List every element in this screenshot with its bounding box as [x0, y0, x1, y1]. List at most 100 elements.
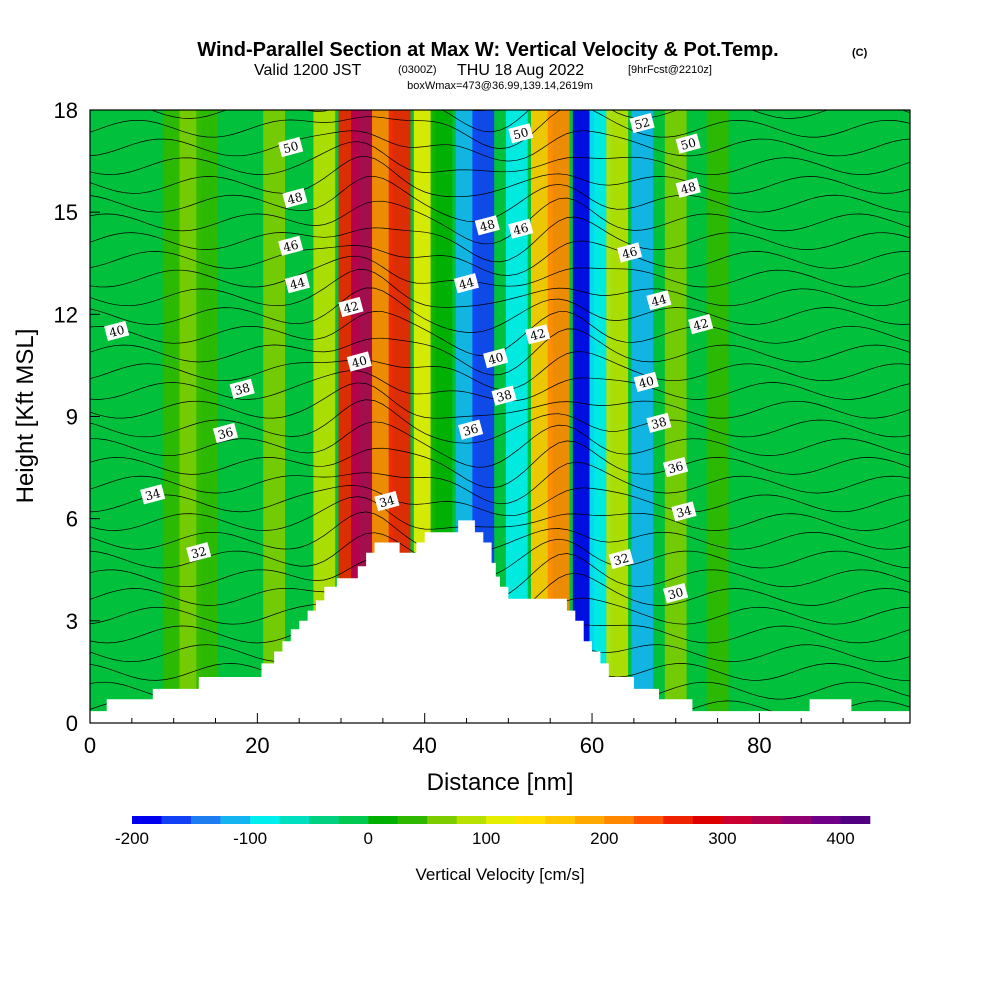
- theta-contour-line: [90, 216, 910, 263]
- theta-label-text: 38: [233, 381, 251, 398]
- colorbar-swatch: [368, 816, 398, 824]
- theta-label: 50: [278, 136, 304, 158]
- velocity-band: [313, 110, 336, 723]
- colorbar-swatch: [633, 816, 664, 824]
- y-tick-label: 12: [54, 302, 78, 327]
- colorbar-swatch: [309, 816, 339, 824]
- colorbar-ticks: -200 -100 0 100 200 300 400: [115, 829, 855, 848]
- velocity-band: [263, 110, 285, 723]
- theta-label: 34: [374, 491, 400, 512]
- theta-label: 40: [104, 320, 130, 342]
- theta-label-text: 42: [342, 299, 360, 316]
- theta-label: 48: [282, 187, 308, 209]
- velocity-band: [179, 110, 202, 723]
- x-tick-label: 40: [412, 733, 436, 758]
- theta-contour-line: [90, 485, 910, 517]
- theta-contour-line: [90, 496, 910, 531]
- theta-contour-line: [90, 155, 910, 198]
- y-tick-label: 9: [66, 405, 78, 430]
- colorbar-swatch: [545, 816, 576, 824]
- theta-label-text: 48: [478, 217, 496, 234]
- velocity-band: [505, 110, 528, 723]
- y-tick-label: 6: [66, 507, 78, 532]
- theta-contour-line: [90, 440, 910, 489]
- colorbar-swatch: [811, 816, 841, 824]
- theta-contour-line: [90, 382, 910, 419]
- copyright-mark: (C): [852, 47, 868, 59]
- theta-label: 38: [491, 385, 517, 406]
- theta-label-text: 48: [679, 180, 697, 197]
- box-info: boxWmax=473@36.99,139.14,2619m: [407, 80, 593, 92]
- theta-contour-line: [90, 255, 910, 288]
- valid-date: THU 18 Aug 2022: [457, 62, 584, 79]
- theta-label-text: 30: [667, 585, 685, 602]
- colorbar-swatch: [250, 816, 280, 824]
- valid-time-utc: (0300Z): [398, 64, 437, 76]
- theta-label-text: 32: [612, 551, 630, 568]
- theta-contour-line: [90, 110, 910, 149]
- colorbar-swatch: [574, 816, 605, 824]
- colorbar-swatch: [604, 816, 635, 824]
- colorbar-swatch: [279, 816, 310, 824]
- theta-label: 52: [629, 113, 655, 134]
- theta-label: 36: [458, 419, 484, 440]
- theta-label-text: 34: [144, 486, 163, 504]
- theta-label-text: 40: [350, 353, 368, 370]
- colorbar-label: Vertical Velocity [cm/s]: [415, 865, 584, 884]
- colorbar-swatch: [161, 816, 192, 824]
- theta-label: 34: [140, 484, 166, 505]
- plot-area: 50 48 46 44 42 40 40 38 36 34 34 32 50 48 46 44 42 40 38 36…: [90, 110, 910, 723]
- colorbar-swatch: [427, 816, 457, 824]
- theta-label: 44: [646, 290, 672, 311]
- colorbar-tick-label: 100: [472, 829, 500, 848]
- theta-label: 42: [688, 314, 714, 335]
- colorbar-swatch: [663, 816, 694, 824]
- colorbar-swatch: [191, 816, 221, 824]
- colorbar-swatch: [751, 816, 782, 824]
- velocity-band: [631, 110, 654, 723]
- theta-label: 42: [338, 296, 364, 318]
- colorbar-swatch: [840, 816, 871, 824]
- theta-label: 42: [525, 324, 551, 345]
- theta-label: 34: [671, 501, 697, 522]
- theta-label-text: 44: [288, 275, 307, 293]
- theta-label: 50: [508, 123, 534, 144]
- theta-contour-line: [90, 197, 910, 245]
- theta-label-text: 48: [286, 190, 304, 207]
- theta-label: 36: [212, 422, 239, 444]
- colorbar: [132, 816, 871, 824]
- theta-label: 40: [633, 371, 659, 393]
- theta-contour-line: [90, 399, 910, 444]
- x-axis: 0 20 40 60 80: [84, 713, 886, 758]
- y-tick-label: 18: [54, 98, 78, 123]
- theta-label: 44: [453, 273, 479, 294]
- theta-label: 46: [508, 218, 534, 239]
- colorbar-swatch: [456, 816, 487, 824]
- theta-label: 38: [646, 412, 672, 433]
- theta-label-text: 34: [378, 493, 397, 511]
- theta-contour-line: [90, 511, 910, 554]
- theta-contour-labels: 50 48 46 44 42 40 40 38 36 34 34 32 50 48 46 44 42 40 38 36…: [104, 113, 714, 604]
- theta-contour-line: [90, 287, 910, 333]
- theta-contour-line: [90, 461, 910, 505]
- colorbar-swatch: [515, 816, 546, 824]
- valid-time-prefix: Valid 1200 JST: [254, 62, 362, 79]
- x-tick-label: 60: [580, 733, 604, 758]
- theta-label-text: 42: [692, 316, 710, 333]
- theta-contour-line: [90, 532, 910, 579]
- colorbar-tick-label: -200: [115, 829, 149, 848]
- x-tick-label: 0: [84, 733, 96, 758]
- theta-label-text: 44: [650, 292, 669, 310]
- theta-label: 48: [474, 215, 500, 236]
- colorbar-swatch: [486, 816, 516, 824]
- theta-label-text: 36: [667, 459, 685, 476]
- theta-label: 38: [229, 378, 255, 399]
- colorbar-swatch: [781, 816, 812, 824]
- velocity-band: [606, 110, 629, 723]
- theta-label: 36: [663, 457, 689, 478]
- colorbar-swatch: [722, 816, 753, 824]
- theta-label-text: 52: [633, 115, 651, 132]
- theta-label-text: 46: [282, 237, 300, 254]
